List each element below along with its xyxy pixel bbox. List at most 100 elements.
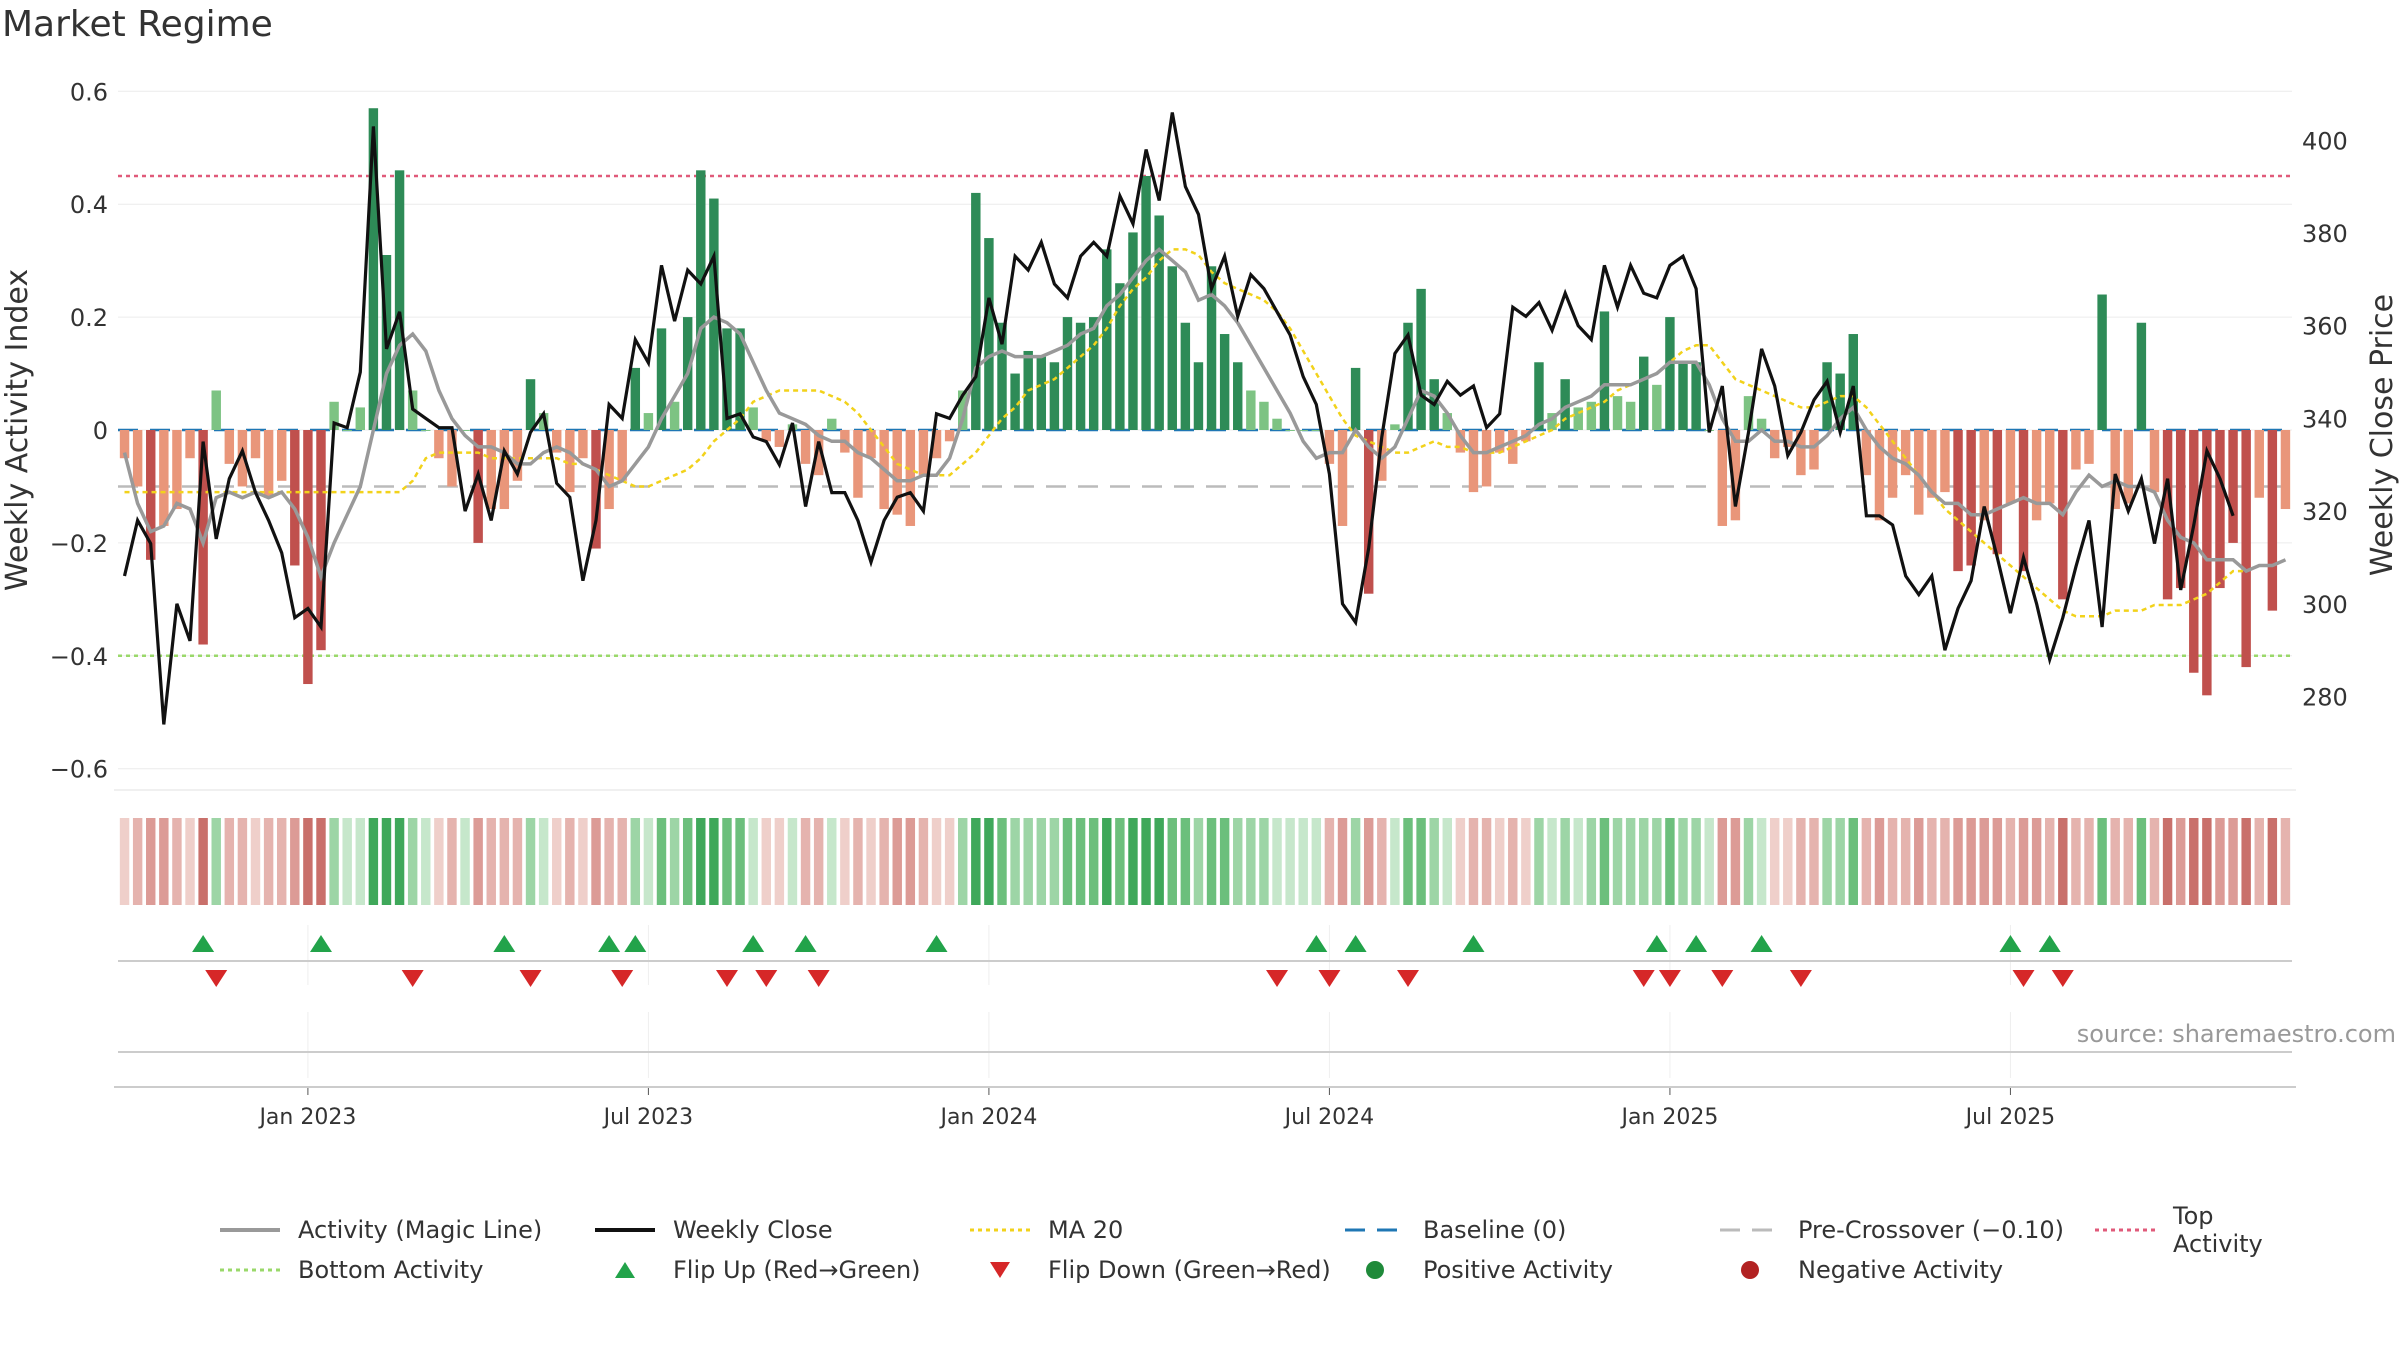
- regime-strip-cell: [368, 818, 379, 905]
- regime-strip-cell: [1573, 818, 1583, 905]
- activity-bar: [2045, 430, 2055, 504]
- solid-line-black-icon: [595, 1228, 655, 1232]
- flip-down-marker: [1318, 970, 1341, 987]
- x-tick-label: Jan 2024: [938, 1105, 1037, 1130]
- legend-item-flip-up: Flip Up (Red→Green): [595, 1256, 970, 1284]
- regime-strip-cell: [486, 818, 496, 905]
- activity-bar: [211, 390, 221, 430]
- activity-bar: [1992, 430, 2003, 555]
- activity-bar: [997, 322, 1007, 430]
- regime-strip-cell: [2031, 818, 2042, 905]
- regime-strip-cell: [132, 818, 143, 905]
- activity-bar: [2280, 430, 2291, 510]
- activity-bar: [591, 430, 601, 549]
- activity-bar: [800, 430, 811, 464]
- activity-bar: [172, 430, 182, 510]
- regime-strip-cell: [1848, 818, 1858, 905]
- regime-strip-cell: [813, 818, 824, 905]
- activity-bar: [146, 430, 156, 560]
- regime-strip-cell: [1769, 818, 1780, 905]
- legend-label: Flip Up (Red→Green): [673, 1256, 921, 1284]
- regime-strip-cell: [958, 818, 968, 905]
- regime-strip-cell: [1206, 818, 1217, 905]
- regime-strip-cell: [1468, 818, 1479, 905]
- flip-up-marker: [1645, 935, 1668, 952]
- regime-strip-cell: [774, 818, 785, 905]
- regime-strip-cell: [2045, 818, 2055, 905]
- flip-up-marker: [1999, 935, 2022, 952]
- activity-bar: [1887, 430, 1898, 498]
- activity-bar: [1154, 215, 1164, 430]
- activity-bar: [1796, 430, 1806, 476]
- activity-bar: [421, 430, 431, 431]
- legend-label: Positive Activity: [1423, 1256, 1613, 1284]
- regime-strip-cell: [1233, 818, 1243, 905]
- regime-strip-cell: [2097, 818, 2107, 905]
- activity-bar: [316, 430, 326, 651]
- regime-strip-cell: [2228, 818, 2238, 905]
- flip-up-marker: [742, 935, 765, 952]
- magic-line: [122, 247, 2287, 582]
- dotted-line-pink-icon: [2095, 1228, 2155, 1232]
- activity-bar: [2267, 430, 2278, 611]
- activity-bar: [290, 430, 300, 566]
- regime-strip-cell: [722, 818, 732, 905]
- activity-bar: [2031, 430, 2042, 521]
- activity-bar: [460, 430, 470, 431]
- regime-strip-cell: [1259, 818, 1269, 905]
- regime-strip-cell: [1625, 818, 1636, 905]
- activity-bar: [525, 379, 536, 430]
- dashed-line-gray-icon: [1720, 1228, 1780, 1232]
- regime-strip-cell: [407, 818, 418, 905]
- activity-bar: [2189, 430, 2199, 673]
- regime-strip-cell: [2254, 818, 2264, 905]
- regime-strip-cell: [853, 818, 863, 905]
- legend-item-bottom-activity: Bottom Activity: [220, 1256, 595, 1284]
- activity-bar: [722, 328, 732, 430]
- regime-strip-cell: [263, 818, 274, 905]
- activity-bar: [2202, 430, 2212, 696]
- left-tick-label: 0.4: [70, 191, 108, 219]
- regime-strip-cell: [198, 818, 208, 905]
- legend-label: Bottom Activity: [298, 1256, 484, 1284]
- regime-strip-cell: [1036, 818, 1047, 905]
- regime-strip-cell: [1783, 818, 1793, 905]
- regime-strip-cell: [159, 818, 169, 905]
- activity-bar: [565, 430, 575, 493]
- regime-strip-cell: [1678, 818, 1688, 905]
- regime-strip-cell: [290, 818, 300, 905]
- activity-bar: [1468, 430, 1479, 493]
- activity-bar: [696, 170, 706, 431]
- regime-strip-cell: [1494, 818, 1505, 905]
- activity-bar: [1861, 430, 1872, 476]
- activity-bar: [224, 430, 235, 464]
- activity-bar: [1769, 430, 1780, 459]
- activity-bar: [1639, 356, 1649, 430]
- regime-strip-cell: [355, 818, 365, 905]
- activity-bar: [2097, 294, 2107, 430]
- regime-strip-cell: [276, 818, 287, 905]
- regime-strip-cell: [1154, 818, 1164, 905]
- dashed-line-blue-icon: [1345, 1228, 1405, 1232]
- regime-strip-cell: [1062, 818, 1073, 905]
- triangle-up-green-icon: [615, 1262, 635, 1278]
- activity-bar: [1730, 430, 1741, 521]
- activity-bar: [827, 418, 837, 430]
- regime-strip-cell: [303, 818, 313, 905]
- activity-bar: [748, 407, 758, 430]
- flip-up-marker: [598, 935, 621, 952]
- regime-strip-cell: [1730, 818, 1741, 905]
- regime-strip-cell: [119, 818, 130, 905]
- activity-bar: [1940, 430, 1950, 493]
- activity-bar: [2175, 430, 2186, 589]
- regime-strip-cell: [2071, 818, 2081, 905]
- legend-item-baseline: Baseline (0): [1345, 1216, 1720, 1244]
- regime-strip-cell: [800, 818, 811, 905]
- legend-label: Negative Activity: [1798, 1256, 2004, 1284]
- ma20-line: [124, 248, 2273, 618]
- regime-strip-cell: [1167, 818, 1177, 905]
- activity-bar: [1180, 322, 1191, 430]
- regime-strip-cell: [1442, 818, 1452, 905]
- activity-bar: [2084, 430, 2094, 464]
- regime-strip-cell: [329, 818, 339, 905]
